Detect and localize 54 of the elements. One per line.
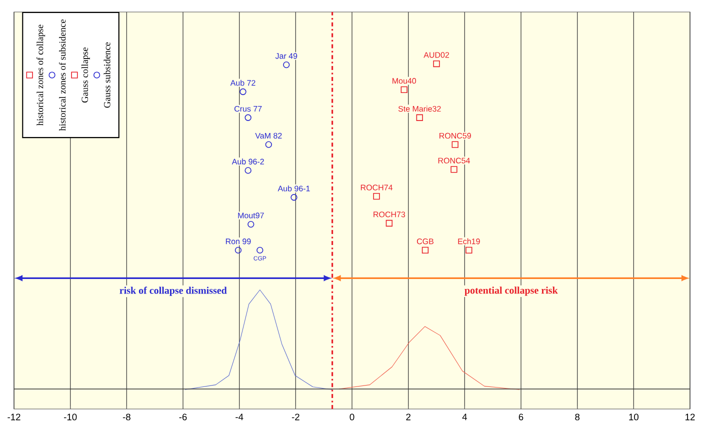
annotation: Mout97: [238, 212, 264, 218]
annotation: Aub 72: [230, 80, 256, 86]
x-tick-label: 8: [575, 414, 580, 420]
x-tick-label: -4: [236, 414, 244, 420]
annotation: ROCH73: [374, 212, 406, 218]
annotation: Mou40: [392, 78, 416, 84]
legend-label: historical zones of collapse: [36, 24, 46, 126]
annotation: risk of collapse dismissed: [120, 286, 227, 296]
x-tick-label: 4: [462, 414, 467, 420]
annotation: potential collapse risk: [464, 286, 558, 296]
point: [283, 61, 290, 68]
x-tick-label: -8: [122, 414, 130, 420]
point: [386, 220, 393, 227]
annotation: RONC54: [438, 158, 470, 164]
point: [265, 141, 272, 148]
point: [244, 167, 252, 174]
annotation: Ech19: [458, 238, 480, 244]
annotation: VaM 82: [255, 132, 282, 139]
annotation: Ron 99: [226, 238, 251, 244]
annotation: Ste Marie32: [398, 106, 441, 112]
point: [234, 246, 242, 254]
point: [416, 114, 423, 121]
point: [290, 194, 298, 201]
annotation: AUD02: [424, 52, 449, 58]
point: [256, 246, 264, 254]
point: [373, 193, 380, 200]
x-tick-label: 10: [629, 414, 638, 420]
legend-label: historical zones of subsidence: [58, 20, 66, 131]
x-tick-label: 12: [686, 414, 695, 420]
x-tick-label: 2: [406, 414, 410, 420]
x-tick-label: -6: [179, 414, 187, 420]
point: [244, 114, 252, 121]
point: [433, 60, 440, 68]
annotation: Jar 49: [275, 53, 298, 59]
x-tick-label: -2: [292, 414, 300, 420]
annotation: Aub 96-2: [232, 158, 264, 164]
point: [400, 86, 408, 93]
annotation: CGB: [416, 238, 434, 244]
annotation: ROCH74: [360, 184, 393, 190]
x-tick-label: 0: [350, 414, 354, 420]
x-tick-label: 6: [518, 414, 524, 420]
x-tick-label: -12: [8, 414, 20, 420]
point: [422, 246, 429, 254]
x-tick-label: -10: [64, 414, 77, 420]
point: [466, 246, 472, 254]
annotation: Crus 77: [234, 106, 262, 112]
point: [452, 141, 458, 148]
point: [450, 166, 458, 173]
annotation: RONC59: [440, 132, 471, 139]
point: [240, 88, 246, 96]
point: [248, 220, 254, 228]
annotation: Aub 96-1: [278, 185, 310, 192]
legend-label: Gauss collapse: [81, 48, 90, 103]
legend-label: Gauss subsidence: [104, 42, 110, 108]
